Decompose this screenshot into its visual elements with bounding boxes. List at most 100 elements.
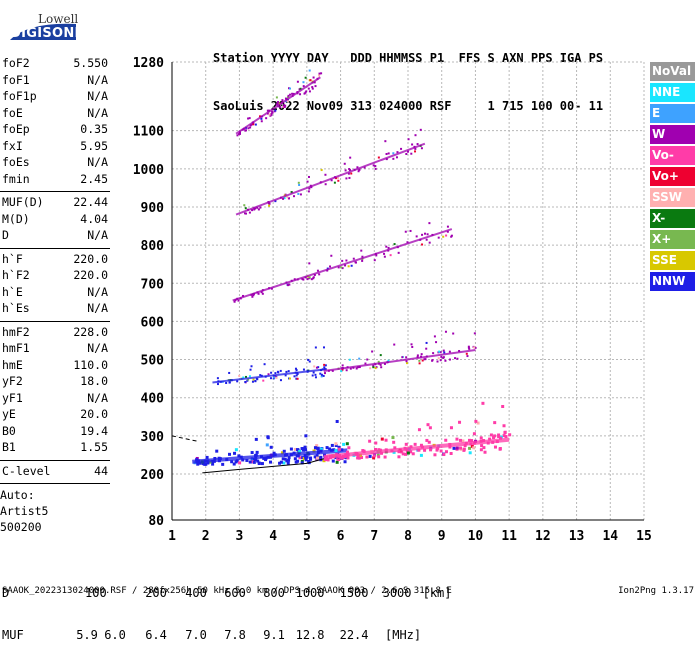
- parameter-list: foF2 5.550 foF1 N/A foF1p N/A foE N/A foEp 0.35 fx…: [0, 56, 112, 535]
- legend: NoVal NNE E W Vo- Vo+ SSW X- X+ SSE NNW: [650, 62, 695, 293]
- echo-point: [406, 241, 409, 244]
- echo-point: [420, 147, 423, 150]
- echo-point: [295, 377, 298, 380]
- echo-point: [319, 447, 323, 451]
- echo-point: [331, 369, 334, 372]
- file-info: SAAOK_2022313024000.RSF / 280fx256h 50 k…: [2, 586, 452, 596]
- echo-point: [202, 462, 206, 466]
- x-tick-label: 7: [370, 529, 378, 544]
- echo-point: [215, 449, 219, 453]
- echo-point: [287, 458, 291, 462]
- echo-point: [508, 433, 512, 437]
- echo-point: [323, 372, 326, 375]
- echo-point: [287, 370, 290, 373]
- param-row: yE 20.0: [0, 407, 112, 424]
- echo-point: [262, 379, 265, 382]
- echo-point: [311, 86, 314, 89]
- echo-point: [294, 460, 298, 464]
- echo-point: [269, 445, 273, 449]
- echo-point: [287, 197, 290, 200]
- echo-point: [305, 90, 308, 93]
- echo-point: [312, 277, 315, 280]
- echo-point: [426, 423, 430, 427]
- echo-point: [228, 452, 232, 456]
- echo-point: [340, 266, 343, 269]
- echo-point: [452, 332, 455, 335]
- echo-point: [419, 443, 423, 447]
- echo-point: [493, 434, 497, 438]
- echo-point: [385, 153, 388, 156]
- echo-point: [281, 457, 285, 461]
- param-name: hmF1: [2, 341, 30, 355]
- echo-point: [255, 377, 258, 380]
- echo-point: [330, 443, 334, 447]
- echo-point: [343, 162, 346, 165]
- echo-point: [285, 370, 288, 373]
- echo-point: [411, 452, 415, 456]
- echo-point: [325, 446, 329, 450]
- echo-point: [404, 442, 408, 446]
- echo-point: [400, 450, 404, 454]
- param-value: 4.04: [80, 211, 108, 226]
- echo-point: [297, 181, 300, 184]
- echo-point: [268, 202, 271, 205]
- echo-point: [360, 455, 364, 459]
- echo-point: [277, 101, 280, 104]
- echo-point: [396, 151, 399, 154]
- echo-point: [309, 456, 313, 460]
- echo-point: [393, 446, 397, 450]
- echo-point: [246, 379, 249, 382]
- echo-point: [269, 114, 272, 117]
- echo-point: [427, 440, 431, 444]
- echo-point: [288, 377, 291, 380]
- legend-item: SSE: [650, 251, 695, 270]
- echo-point: [242, 294, 245, 297]
- echo-point: [244, 129, 247, 132]
- echo-point: [302, 278, 305, 281]
- echo-point: [476, 421, 480, 425]
- echo-point: [253, 208, 256, 211]
- echo-point: [256, 459, 260, 463]
- echo-point: [374, 167, 377, 170]
- echo-point: [445, 234, 448, 237]
- echo-point: [357, 170, 360, 173]
- echo-point: [314, 376, 317, 379]
- echo-point: [431, 359, 434, 362]
- echo-point: [443, 351, 446, 354]
- echo-point: [384, 140, 387, 143]
- echo-point: [328, 447, 332, 451]
- echo-point: [377, 448, 381, 452]
- echo-point: [481, 401, 485, 405]
- echo-point: [470, 439, 474, 443]
- echo-point: [474, 346, 477, 349]
- echo-point: [299, 93, 302, 96]
- echo-point: [282, 197, 285, 200]
- echo-point: [428, 426, 432, 430]
- echo-point: [472, 446, 476, 450]
- echo-point: [254, 123, 257, 126]
- echo-point: [326, 457, 330, 461]
- echo-point: [283, 106, 286, 109]
- echo-point: [501, 404, 505, 408]
- echo-point: [252, 460, 256, 464]
- echo-point: [308, 69, 311, 72]
- echo-point: [308, 360, 311, 363]
- echo-point: [479, 448, 483, 452]
- echo-point: [314, 85, 317, 88]
- trace-core: [192, 448, 348, 464]
- x-tick-label: 4: [269, 529, 277, 544]
- legend-item: NoVal: [650, 62, 695, 81]
- echo-point: [259, 206, 262, 209]
- param-name: D: [2, 228, 9, 242]
- echo-point: [280, 451, 284, 455]
- param-row: foF2 5.550: [0, 56, 112, 73]
- y-tick-label: 300: [141, 430, 165, 445]
- param-name: yF1: [2, 390, 23, 405]
- echo-point: [458, 349, 461, 352]
- echo-point: [360, 249, 363, 252]
- echo-point: [449, 426, 453, 430]
- param-row: foF1p N/A: [0, 89, 112, 106]
- echo-point: [425, 238, 428, 241]
- param-name: yF2: [2, 374, 23, 388]
- param-row: C-level 44: [0, 464, 112, 481]
